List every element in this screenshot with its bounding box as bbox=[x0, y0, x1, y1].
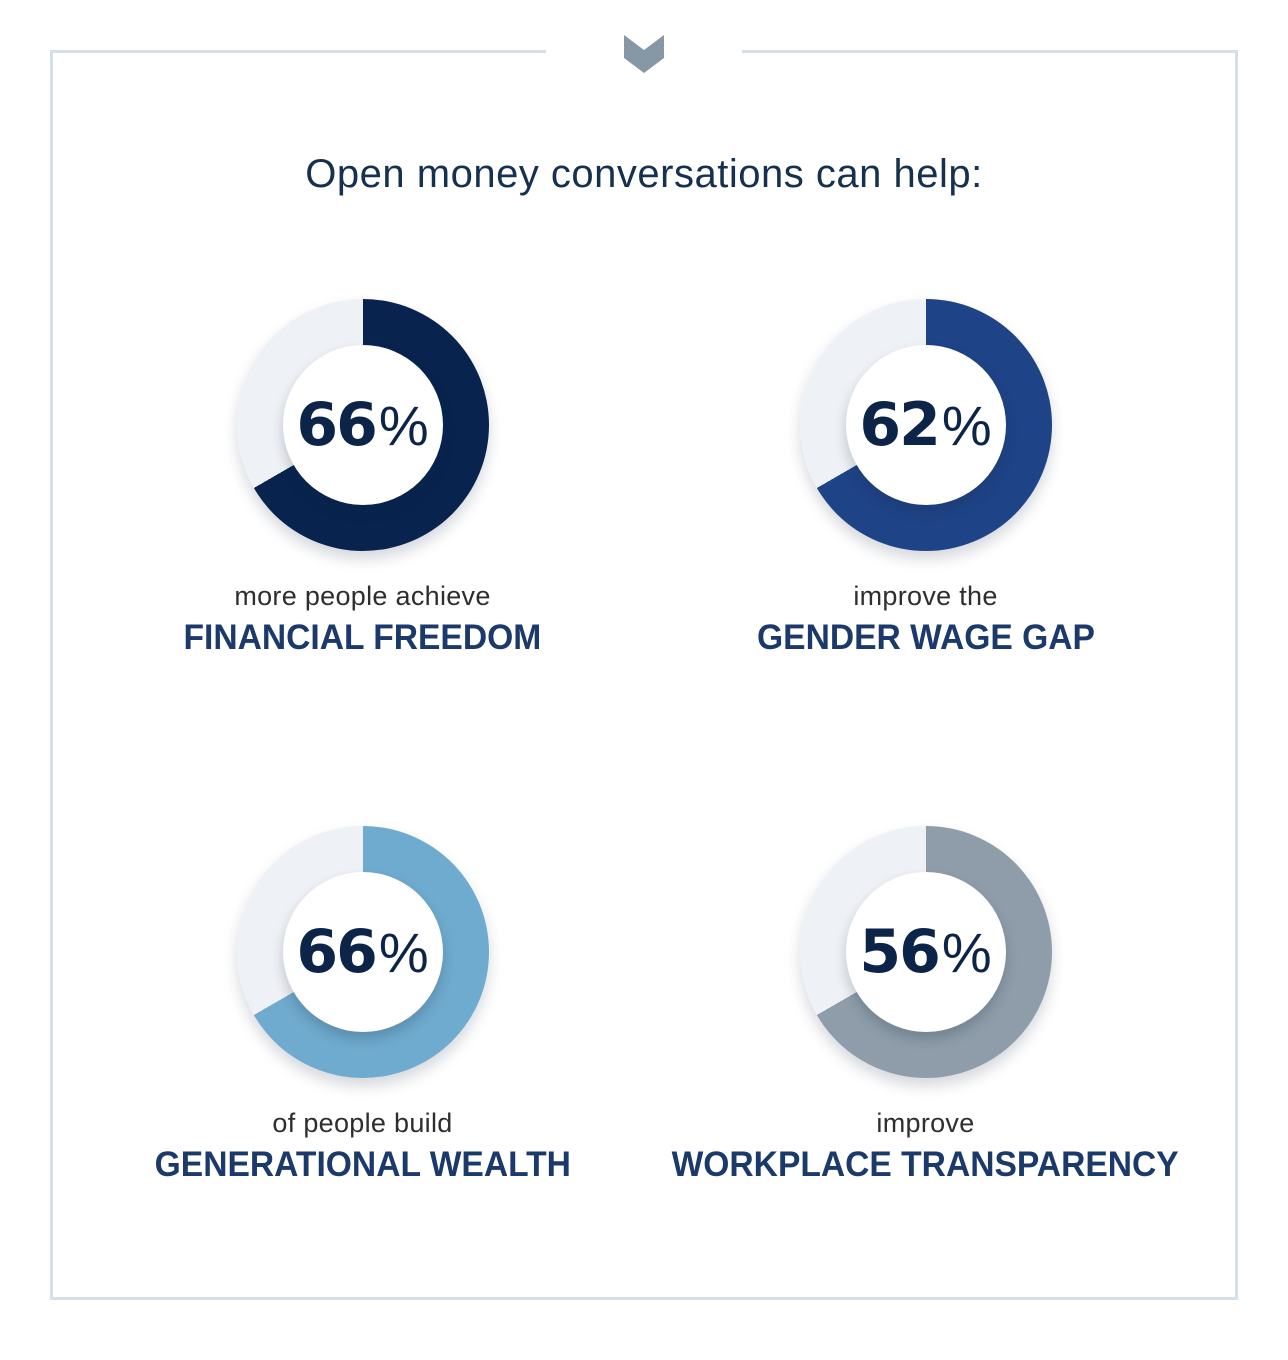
chevron-down-icon bbox=[624, 35, 664, 73]
donut-hole: 62 % bbox=[845, 345, 1006, 505]
percent-label: 56 % bbox=[859, 917, 991, 987]
chart-topic: GENDER WAGE GAP bbox=[756, 618, 1095, 658]
percent-sign: % bbox=[378, 920, 429, 984]
chart-description: of people build bbox=[272, 1108, 453, 1139]
donut-hole: 66 % bbox=[282, 872, 443, 1033]
chart-topic: FINANCIAL FREEDOM bbox=[183, 618, 542, 658]
chart-cell-generational-wealth: 66 % of people build GENERATIONAL WEALTH bbox=[81, 826, 644, 1185]
percent-label: 62 % bbox=[859, 390, 991, 460]
donut-hole: 66 % bbox=[282, 345, 443, 505]
page-title: Open money conversations can help: bbox=[305, 152, 983, 196]
charts-grid: 66 % more people achieve FINANCIAL FREED… bbox=[81, 299, 1207, 1186]
scroll-indicator bbox=[624, 35, 664, 73]
percent-sign: % bbox=[378, 393, 429, 457]
donut-chart-gender-wage-gap: 62 % bbox=[799, 299, 1052, 551]
percent-value: 62 bbox=[859, 390, 940, 460]
donut-chart-financial-freedom: 66 % bbox=[236, 299, 489, 551]
percent-sign: % bbox=[941, 920, 992, 984]
chart-topic: WORKPLACE TRANSPARENCY bbox=[671, 1145, 1180, 1185]
chart-description: more people achieve bbox=[234, 581, 491, 611]
chart-topic: GENERATIONAL WEALTH bbox=[154, 1145, 571, 1185]
chart-cell-workplace-transparency: 56 % improve WORKPLACE TRANSPARENCY bbox=[644, 826, 1207, 1185]
donut-chart-generational-wealth: 66 % bbox=[236, 826, 489, 1079]
percent-value: 56 bbox=[859, 917, 940, 988]
infographic-frame: Open money conversations can help: 66 % … bbox=[50, 35, 1238, 1300]
donut-hole: 56 % bbox=[845, 872, 1006, 1033]
chart-cell-financial-freedom: 66 % more people achieve FINANCIAL FREED… bbox=[81, 299, 644, 658]
percent-value: 66 bbox=[296, 390, 377, 460]
percent-label: 66 % bbox=[296, 390, 428, 460]
chart-description: improve bbox=[876, 1108, 975, 1139]
chart-cell-gender-wage-gap: 62 % improve the GENDER WAGE GAP bbox=[644, 299, 1207, 658]
donut-chart-workplace-transparency: 56 % bbox=[799, 826, 1052, 1079]
chart-description: improve the bbox=[853, 581, 998, 611]
percent-sign: % bbox=[941, 393, 992, 457]
percent-label: 66 % bbox=[296, 917, 428, 987]
percent-value: 66 bbox=[296, 917, 377, 988]
